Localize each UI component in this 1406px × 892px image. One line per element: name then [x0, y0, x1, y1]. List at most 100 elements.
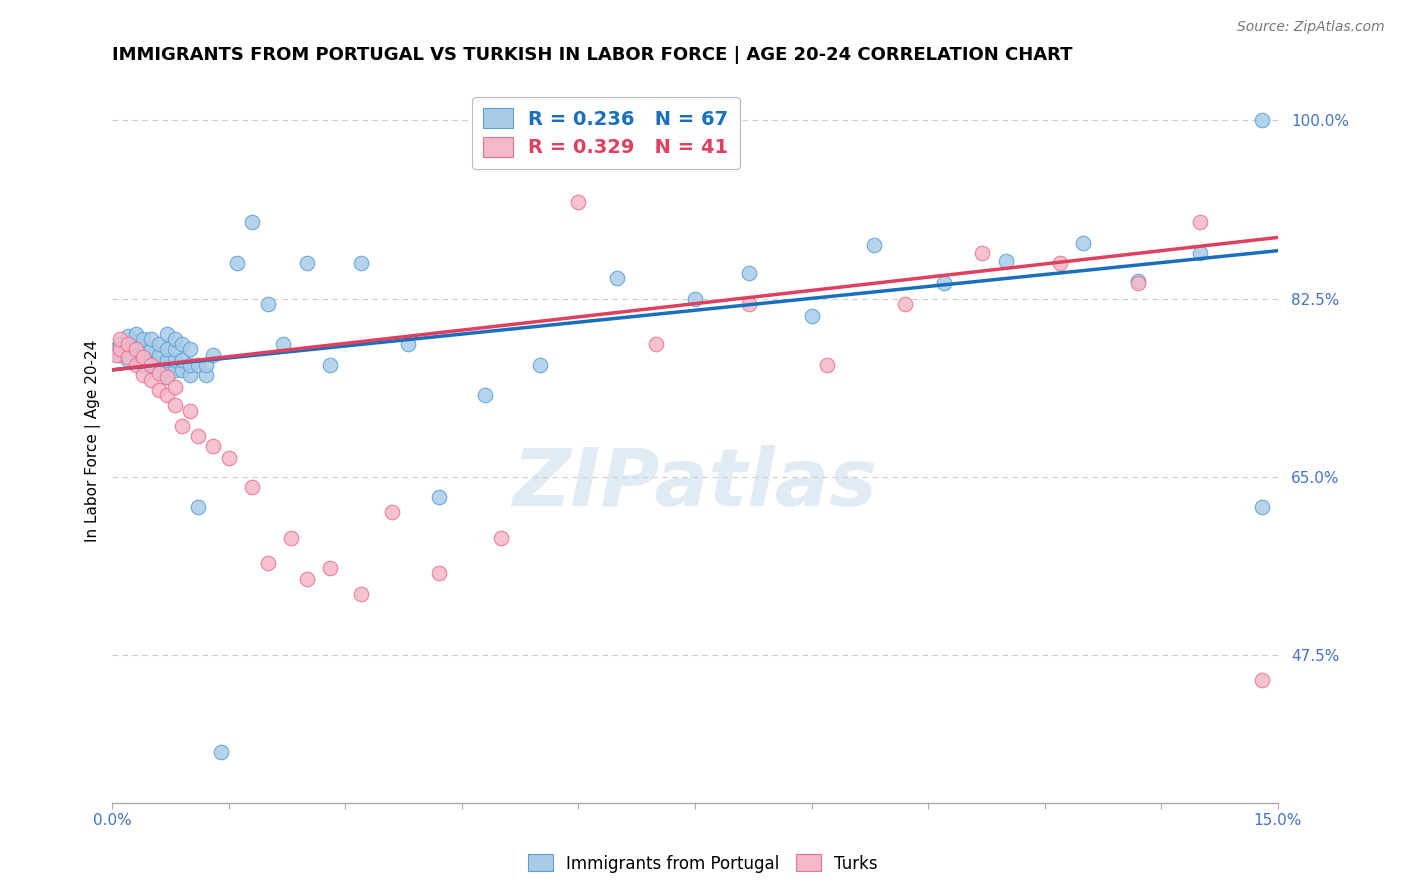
Point — [163, 343, 186, 357]
Point — [141, 343, 163, 357]
Point — [132, 332, 155, 346]
Point — [117, 352, 139, 367]
Point — [1126, 274, 1149, 288]
Point — [132, 368, 155, 382]
Point — [1251, 673, 1274, 688]
Point — [932, 277, 955, 291]
Point — [172, 337, 194, 351]
Point — [187, 429, 209, 443]
Point — [148, 363, 170, 377]
Point — [683, 292, 706, 306]
Point — [800, 309, 823, 323]
Point — [163, 363, 186, 377]
Legend: R = 0.236   N = 67, R = 0.329   N = 41: R = 0.236 N = 67, R = 0.329 N = 41 — [471, 96, 740, 169]
Point — [141, 359, 163, 374]
Point — [156, 370, 179, 384]
Point — [240, 480, 263, 494]
Point — [132, 350, 155, 364]
Point — [117, 350, 139, 364]
Point — [187, 358, 209, 372]
Point — [209, 745, 232, 759]
Point — [148, 337, 170, 351]
Point — [240, 215, 263, 229]
Point — [256, 296, 278, 310]
Point — [606, 271, 628, 285]
Point — [163, 380, 186, 394]
Point — [381, 505, 404, 519]
Point — [194, 358, 217, 372]
Point — [172, 363, 194, 377]
Point — [108, 332, 131, 346]
Point — [108, 337, 131, 351]
Point — [1073, 235, 1095, 250]
Point — [125, 327, 148, 342]
Point — [295, 256, 318, 270]
Point — [117, 339, 139, 353]
Point — [105, 343, 128, 357]
Point — [141, 358, 163, 372]
Point — [396, 337, 419, 351]
Point — [474, 388, 496, 402]
Point — [273, 337, 295, 351]
Point — [815, 358, 838, 372]
Point — [1251, 113, 1274, 128]
Point — [108, 343, 131, 357]
Point — [280, 531, 302, 545]
Point — [172, 418, 194, 433]
Point — [994, 253, 1017, 268]
Point — [256, 556, 278, 570]
Point — [156, 343, 179, 357]
Point — [319, 561, 342, 575]
Point — [125, 358, 148, 372]
Point — [179, 403, 201, 417]
Point — [148, 383, 170, 397]
Point — [319, 358, 342, 372]
Point — [1049, 256, 1071, 270]
Point — [567, 194, 589, 209]
Point — [112, 343, 135, 357]
Point — [1126, 277, 1149, 291]
Point — [163, 399, 186, 413]
Point — [738, 296, 761, 310]
Point — [141, 373, 163, 387]
Point — [295, 572, 318, 586]
Point — [489, 531, 512, 545]
Point — [862, 237, 884, 252]
Point — [529, 358, 551, 372]
Point — [156, 388, 179, 402]
Point — [350, 587, 373, 601]
Legend: Immigrants from Portugal, Turks: Immigrants from Portugal, Turks — [522, 847, 884, 880]
Point — [141, 352, 163, 367]
Point — [125, 347, 148, 361]
Point — [225, 256, 247, 270]
Text: ZIPatlas: ZIPatlas — [513, 445, 877, 524]
Point — [125, 343, 148, 357]
Point — [1251, 500, 1274, 515]
Point — [156, 363, 179, 377]
Point — [179, 368, 201, 382]
Point — [163, 332, 186, 346]
Text: IMMIGRANTS FROM PORTUGAL VS TURKISH IN LABOR FORCE | AGE 20-24 CORRELATION CHART: IMMIGRANTS FROM PORTUGAL VS TURKISH IN L… — [112, 46, 1073, 64]
Point — [148, 366, 170, 380]
Point — [156, 352, 179, 367]
Point — [117, 329, 139, 343]
Point — [187, 500, 209, 515]
Point — [1188, 245, 1211, 260]
Point — [163, 352, 186, 367]
Point — [132, 350, 155, 364]
Point — [148, 356, 170, 370]
Point — [893, 296, 915, 310]
Point — [218, 451, 240, 466]
Point — [117, 337, 139, 351]
Point — [125, 343, 148, 357]
Point — [202, 439, 225, 453]
Point — [125, 335, 148, 350]
Point — [148, 347, 170, 361]
Point — [427, 566, 450, 581]
Y-axis label: In Labor Force | Age 20-24: In Labor Force | Age 20-24 — [86, 340, 101, 542]
Point — [156, 370, 179, 384]
Point — [194, 368, 217, 382]
Point — [105, 347, 128, 361]
Point — [972, 245, 994, 260]
Point — [172, 352, 194, 367]
